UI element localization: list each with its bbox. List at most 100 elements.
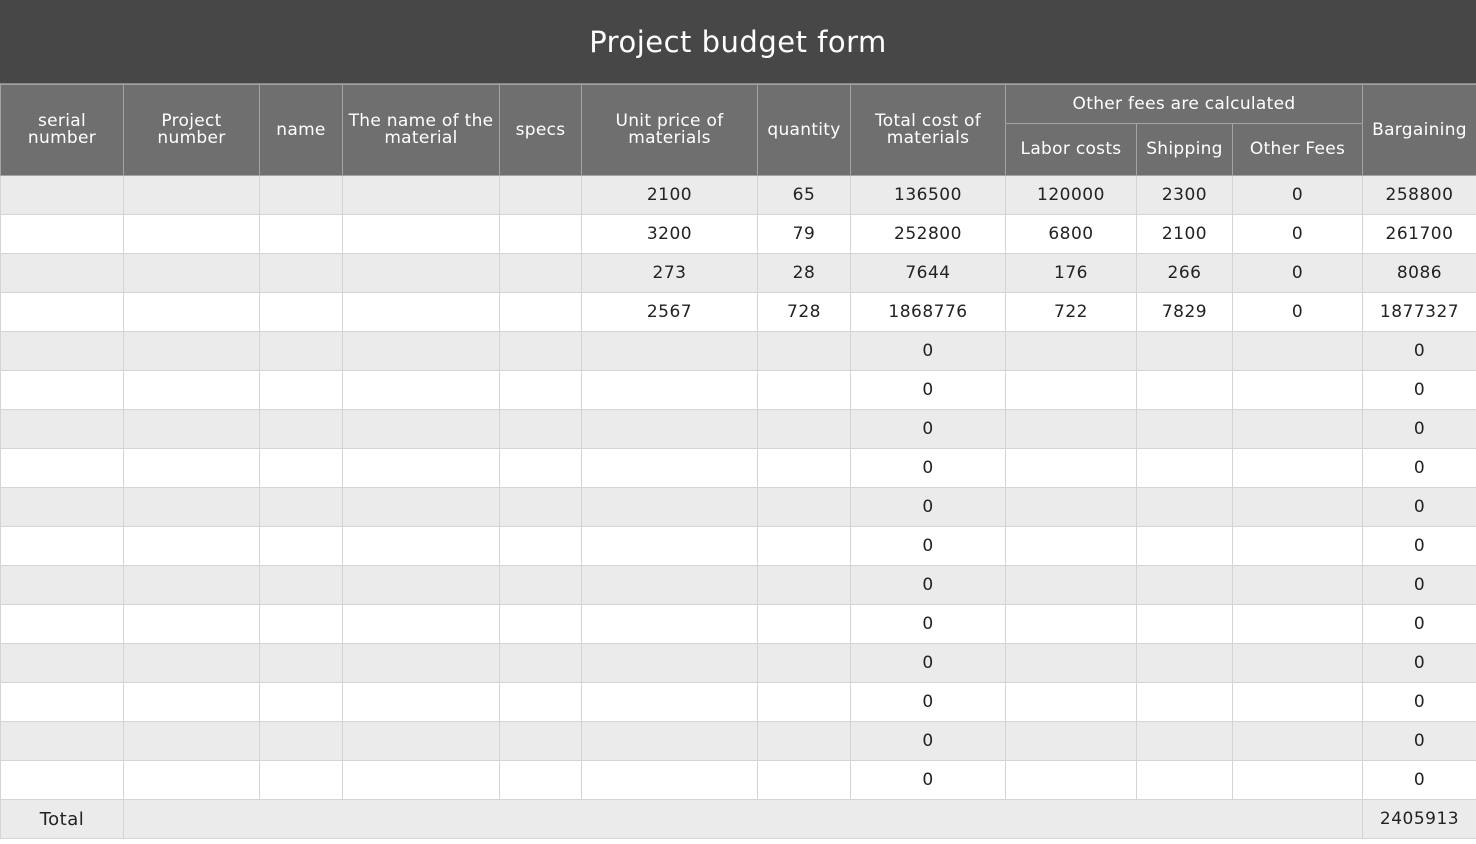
cell-serial-number[interactable] (0, 526, 124, 566)
cell-specs[interactable] (499, 721, 582, 761)
cell-other-fees[interactable] (1232, 526, 1363, 566)
cell-material-name[interactable] (342, 214, 500, 254)
header-shipping[interactable]: Shipping (1136, 123, 1233, 176)
cell-specs[interactable] (499, 487, 582, 527)
cell-specs[interactable] (499, 526, 582, 566)
cell-serial-number[interactable] (0, 175, 124, 215)
cell-serial-number[interactable] (0, 292, 124, 332)
cell-serial-number[interactable] (0, 760, 124, 800)
header-other-fees-group[interactable]: Other fees are calculated (1005, 84, 1363, 124)
cell-unit-price[interactable]: 2100 (581, 175, 758, 215)
cell-project-number[interactable] (123, 175, 260, 215)
cell-other-fees[interactable] (1232, 331, 1363, 371)
cell-name[interactable] (259, 487, 343, 527)
cell-other-fees[interactable]: 0 (1232, 253, 1363, 293)
cell-name[interactable] (259, 526, 343, 566)
cell-material-name[interactable] (342, 604, 500, 644)
cell-specs[interactable] (499, 565, 582, 605)
cell-project-number[interactable] (123, 370, 260, 410)
cell-unit-price[interactable] (581, 370, 758, 410)
cell-serial-number[interactable] (0, 721, 124, 761)
cell-bargaining[interactable]: 0 (1362, 565, 1476, 605)
cell-project-number[interactable] (123, 604, 260, 644)
cell-labor-costs[interactable]: 176 (1005, 253, 1137, 293)
cell-unit-price[interactable]: 2567 (581, 292, 758, 332)
cell-unit-price[interactable] (581, 760, 758, 800)
cell-unit-price[interactable] (581, 409, 758, 449)
cell-name[interactable] (259, 214, 343, 254)
cell-total-cost[interactable]: 0 (850, 643, 1006, 683)
header-material-name[interactable]: The name of the material (342, 84, 500, 176)
cell-quantity[interactable] (757, 643, 851, 683)
cell-unit-price[interactable] (581, 721, 758, 761)
cell-total-cost[interactable]: 1868776 (850, 292, 1006, 332)
cell-total-cost[interactable]: 0 (850, 682, 1006, 722)
cell-project-number[interactable] (123, 253, 260, 293)
cell-specs[interactable] (499, 370, 582, 410)
cell-labor-costs[interactable] (1005, 682, 1137, 722)
cell-labor-costs[interactable] (1005, 487, 1137, 527)
header-quantity[interactable]: quantity (757, 84, 851, 176)
cell-name[interactable] (259, 175, 343, 215)
header-labor-costs[interactable]: Labor costs (1005, 123, 1137, 176)
header-bargaining[interactable]: Bargaining (1362, 84, 1476, 176)
cell-shipping[interactable] (1136, 760, 1233, 800)
cell-serial-number[interactable] (0, 643, 124, 683)
cell-specs[interactable] (499, 760, 582, 800)
cell-name[interactable] (259, 292, 343, 332)
cell-unit-price[interactable] (581, 448, 758, 488)
cell-bargaining[interactable]: 0 (1362, 448, 1476, 488)
cell-shipping[interactable]: 7829 (1136, 292, 1233, 332)
header-other-fees[interactable]: Other Fees (1232, 123, 1363, 176)
cell-unit-price[interactable] (581, 487, 758, 527)
header-serial-number[interactable]: serial number (0, 84, 124, 176)
cell-labor-costs[interactable] (1005, 448, 1137, 488)
cell-specs[interactable] (499, 448, 582, 488)
cell-shipping[interactable] (1136, 721, 1233, 761)
cell-unit-price[interactable] (581, 526, 758, 566)
cell-material-name[interactable] (342, 526, 500, 566)
cell-labor-costs[interactable] (1005, 604, 1137, 644)
cell-bargaining[interactable]: 0 (1362, 331, 1476, 371)
cell-quantity[interactable]: 79 (757, 214, 851, 254)
cell-shipping[interactable] (1136, 409, 1233, 449)
cell-material-name[interactable] (342, 175, 500, 215)
cell-unit-price[interactable] (581, 682, 758, 722)
cell-bargaining[interactable]: 0 (1362, 487, 1476, 527)
cell-project-number[interactable] (123, 643, 260, 683)
cell-specs[interactable] (499, 643, 582, 683)
cell-material-name[interactable] (342, 292, 500, 332)
cell-quantity[interactable] (757, 448, 851, 488)
cell-material-name[interactable] (342, 253, 500, 293)
cell-bargaining[interactable]: 0 (1362, 682, 1476, 722)
cell-serial-number[interactable] (0, 370, 124, 410)
cell-specs[interactable] (499, 409, 582, 449)
cell-name[interactable] (259, 409, 343, 449)
cell-labor-costs[interactable] (1005, 643, 1137, 683)
cell-quantity[interactable]: 28 (757, 253, 851, 293)
total-bargaining-cell[interactable]: 2405913 (1362, 799, 1476, 839)
cell-unit-price[interactable]: 273 (581, 253, 758, 293)
cell-labor-costs[interactable] (1005, 721, 1137, 761)
cell-serial-number[interactable] (0, 331, 124, 371)
cell-labor-costs[interactable] (1005, 370, 1137, 410)
cell-project-number[interactable] (123, 487, 260, 527)
header-project-number[interactable]: Project number (123, 84, 260, 176)
cell-other-fees[interactable] (1232, 409, 1363, 449)
cell-shipping[interactable] (1136, 565, 1233, 605)
cell-serial-number[interactable] (0, 253, 124, 293)
cell-total-cost[interactable]: 252800 (850, 214, 1006, 254)
cell-total-cost[interactable]: 0 (850, 760, 1006, 800)
cell-quantity[interactable]: 728 (757, 292, 851, 332)
cell-project-number[interactable] (123, 448, 260, 488)
cell-other-fees[interactable] (1232, 721, 1363, 761)
cell-quantity[interactable] (757, 526, 851, 566)
cell-shipping[interactable] (1136, 604, 1233, 644)
cell-name[interactable] (259, 604, 343, 644)
cell-shipping[interactable] (1136, 682, 1233, 722)
cell-shipping[interactable] (1136, 526, 1233, 566)
cell-project-number[interactable] (123, 292, 260, 332)
header-specs[interactable]: specs (499, 84, 582, 176)
cell-quantity[interactable] (757, 760, 851, 800)
cell-material-name[interactable] (342, 682, 500, 722)
